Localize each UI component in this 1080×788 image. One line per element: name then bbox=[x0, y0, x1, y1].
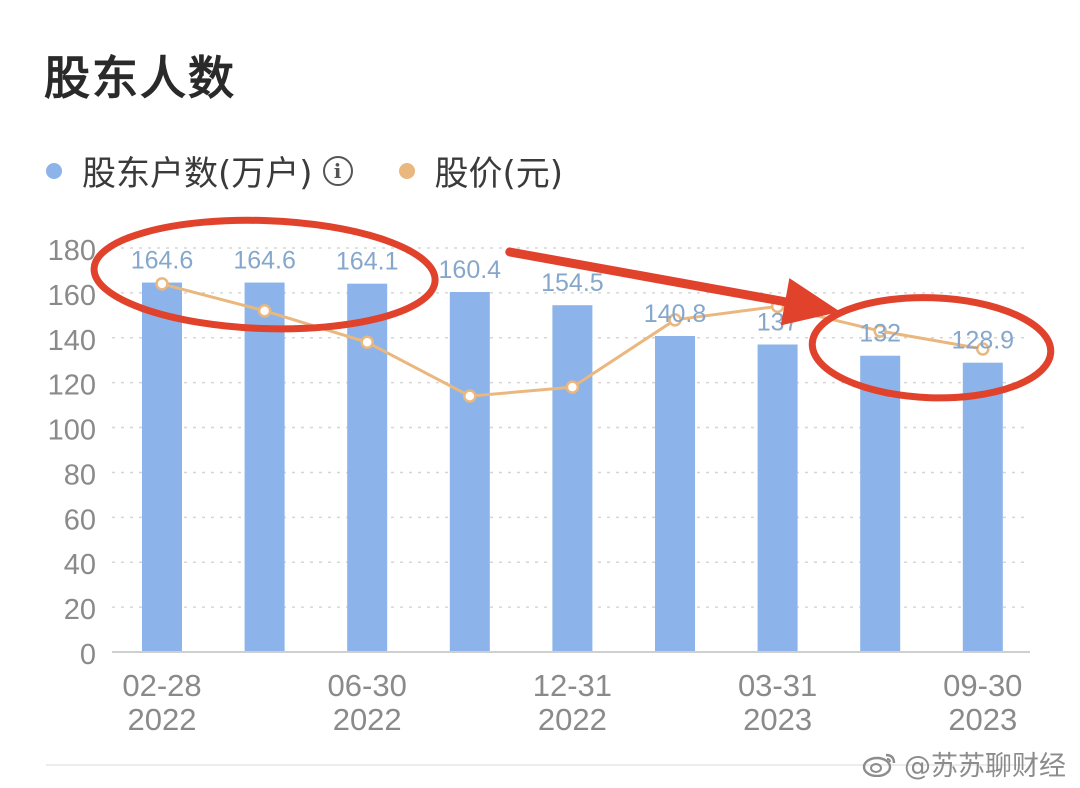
bar-holders bbox=[552, 305, 593, 652]
legend-label-holders: 股东户数(万户) bbox=[82, 154, 313, 194]
price-point bbox=[360, 335, 374, 350]
page-title: 股东人数 bbox=[44, 51, 236, 105]
y-tick-label: 180 bbox=[48, 235, 96, 267]
y-tick-label: 100 bbox=[48, 415, 96, 447]
y-tick-label: 60 bbox=[64, 504, 96, 536]
bar-value-label: 164.6 bbox=[131, 247, 194, 275]
price-point bbox=[565, 380, 580, 394]
bar-holders bbox=[860, 355, 901, 652]
x-tick-label: 06-30 bbox=[328, 668, 407, 703]
legend-item-holders[interactable]: 股东户数(万户) i bbox=[46, 146, 399, 195]
bar-value-label: 160.4 bbox=[439, 256, 502, 284]
legend-item-price[interactable]: 股价(元) bbox=[398, 146, 564, 195]
price-point bbox=[155, 277, 169, 291]
price-point bbox=[668, 313, 682, 327]
bar-holders bbox=[655, 335, 695, 652]
bar-value-label: 164.1 bbox=[336, 248, 399, 276]
bar-holders bbox=[244, 282, 285, 652]
y-tick-label: 40 bbox=[64, 549, 96, 581]
x-tick-label-year: 2023 bbox=[743, 702, 812, 737]
x-tick-label-year: 2022 bbox=[128, 702, 197, 737]
bar-holders bbox=[757, 344, 798, 652]
legend-dot-price bbox=[398, 162, 415, 179]
watermark-text: @苏苏聊财经 bbox=[904, 751, 1066, 782]
info-icon[interactable]: i bbox=[322, 155, 353, 186]
legend-label-price: 股价(元) bbox=[434, 154, 564, 194]
y-tick-label: 120 bbox=[48, 370, 96, 402]
price-point bbox=[976, 342, 990, 356]
y-tick-label: 0 bbox=[80, 639, 96, 671]
y-tick-label: 160 bbox=[48, 280, 96, 312]
bar-value-label: 128.9 bbox=[952, 327, 1015, 355]
legend-dot-holders bbox=[46, 162, 62, 179]
bar-holders bbox=[142, 282, 182, 652]
price-point bbox=[873, 324, 887, 338]
annotation-arrow-shaft bbox=[505, 247, 806, 310]
x-tick-label-year: 2022 bbox=[333, 702, 402, 737]
x-tick-label: 12-31 bbox=[533, 668, 612, 703]
bar-value-label: 140.8 bbox=[644, 300, 707, 328]
price-point bbox=[463, 389, 477, 403]
weibo-icon bbox=[862, 751, 898, 777]
y-tick-label: 140 bbox=[48, 325, 96, 357]
y-tick-label: 80 bbox=[64, 459, 96, 491]
price-point bbox=[257, 304, 272, 318]
x-tick-label-year: 2023 bbox=[948, 702, 1017, 737]
bar-holders bbox=[962, 362, 1003, 652]
x-tick-label: 03-31 bbox=[738, 668, 817, 703]
chart-legend: 股东户数(万户) i 股价(元) bbox=[46, 146, 563, 195]
x-tick-label-year: 2022 bbox=[538, 702, 607, 737]
bar-value-label: 154.5 bbox=[541, 269, 604, 297]
bar-value-label: 164.6 bbox=[233, 247, 296, 275]
bar-value-label: 132 bbox=[859, 320, 901, 348]
annotation-ellipse bbox=[90, 216, 439, 333]
annotation-arrow-head bbox=[780, 278, 841, 326]
x-tick-label: 09-30 bbox=[943, 668, 1022, 703]
annotation-ellipse bbox=[808, 294, 1055, 402]
bar-holders bbox=[449, 291, 490, 652]
divider bbox=[46, 764, 1026, 766]
y-tick-label: 20 bbox=[64, 594, 96, 626]
x-tick-label: 02-28 bbox=[122, 668, 201, 703]
watermark: @苏苏聊财经 bbox=[862, 744, 1066, 783]
